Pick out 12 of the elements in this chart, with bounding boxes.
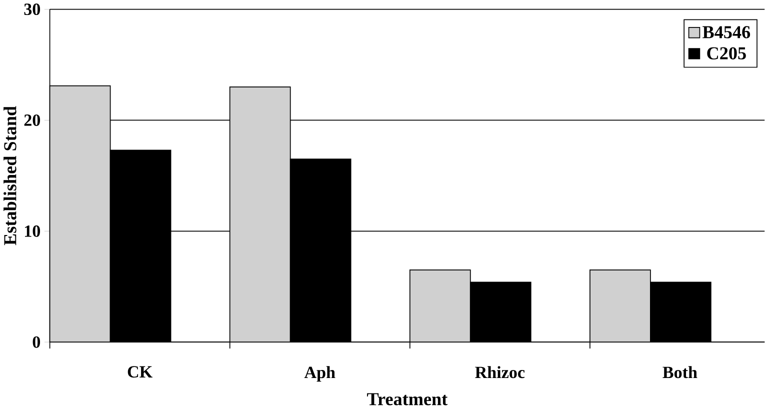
x-axis-title: Treatment <box>367 393 448 406</box>
y-tick-label: 10 <box>24 225 40 237</box>
x-tick-label: Rhizoc <box>475 366 525 378</box>
y-tick-label: 30 <box>24 4 40 16</box>
x-tick-label: Both <box>662 366 698 378</box>
y-axis-title: Established Stand <box>4 106 16 246</box>
y-tick-label: 0 <box>32 336 40 348</box>
legend-label: B4546 <box>702 26 750 38</box>
x-tick-label: Aph <box>304 366 336 382</box>
y-tick-label: 20 <box>24 114 40 126</box>
x-tick-label: CK <box>128 366 152 378</box>
legend-label: C205 <box>707 47 746 60</box>
